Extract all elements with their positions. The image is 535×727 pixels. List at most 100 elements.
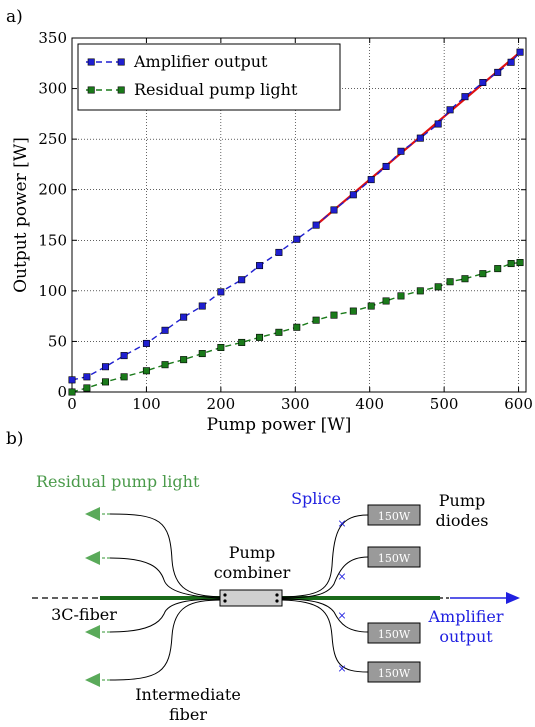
- pump-diode-1-label: 150W: [378, 510, 411, 523]
- chart-legend: Amplifier output Residual pump light: [77, 43, 341, 111]
- residual-pump-light-point: [479, 270, 487, 278]
- intermediate-fiber-3: [109, 598, 223, 633]
- amplifier-output-point: [101, 363, 109, 371]
- residual-pump-light-point: [101, 378, 109, 386]
- amplifier-output-point: [461, 93, 469, 101]
- residual-arrow-3: [85, 625, 110, 639]
- line-chart: 0 100 200 300 400 500 600 0 50 100 150 200 250 300 350…: [11, 29, 533, 435]
- x-tick-label: 600: [504, 395, 533, 413]
- pump-diodes-label-line2: diodes: [436, 511, 489, 530]
- intermediate-fiber-4: [109, 599, 223, 681]
- amplifier-output-point: [161, 326, 169, 334]
- amplifier-output-point: [256, 262, 264, 270]
- pump-diode-4-label: 150W: [378, 667, 411, 680]
- residual-pump-light-point: [217, 343, 225, 351]
- series-layer: [68, 48, 524, 396]
- pump-fiber-2: [281, 556, 369, 599]
- pump-diode-4: 150W: [367, 661, 421, 683]
- pump-combiner-label-line2: combiner: [214, 563, 291, 582]
- residual-pump-light-point: [397, 292, 405, 300]
- y-axis-label: Output power [W]: [11, 137, 31, 293]
- residual-pump-light-point: [180, 356, 188, 364]
- pump-diode-3-label: 150W: [378, 628, 411, 641]
- panel-b-label: b): [6, 429, 24, 449]
- x-axis-label: Pump power [W]: [207, 415, 352, 435]
- splice-marker-2: ×: [337, 570, 346, 583]
- amplifier-output-point: [397, 147, 405, 155]
- intermediate-fiber-1: [109, 513, 223, 598]
- amplifier-output-point: [198, 302, 206, 310]
- residual-arrow-2: [85, 551, 110, 565]
- residual-pump-light-point: [68, 388, 76, 396]
- residual-pump-light-point: [120, 373, 128, 381]
- pump-fiber-4: [281, 599, 369, 673]
- plot-frame: [71, 37, 527, 393]
- x-tick-label: 0: [67, 395, 77, 413]
- amplifier-output-point: [367, 176, 375, 184]
- axis-ticks: 0 100 200 300 400 500 600 0 50 100 150 200 250 300 350: [38, 29, 533, 413]
- pump-combiner: [219, 589, 283, 607]
- y-tick-label: 100: [38, 282, 67, 300]
- amplifier-output-point: [293, 235, 301, 243]
- residual-pump-light-point: [382, 297, 390, 305]
- pump-diodes-label-line1: Pump: [439, 491, 485, 510]
- amplifier-output-point: [180, 313, 188, 321]
- residual-pump-light-point: [198, 350, 206, 358]
- pump-fiber-3: [281, 598, 369, 633]
- residual-pump-light-point: [434, 283, 442, 291]
- residual-pump-light-point: [446, 278, 454, 286]
- amplifier-output-point: [83, 373, 91, 381]
- residual-pump-light-point: [516, 259, 524, 267]
- y-tick-label: 300: [38, 80, 67, 98]
- amplifier-output-point: [217, 288, 225, 296]
- y-tick-label: 150: [38, 231, 67, 249]
- amplifier-output-point: [142, 339, 150, 347]
- y-tick-label: 250: [38, 130, 67, 148]
- amplifier-output-point: [516, 48, 524, 56]
- residual-pump-light-label: Residual pump light: [36, 472, 200, 491]
- x-tick-label: 100: [132, 395, 161, 413]
- amplifier-output-point: [349, 191, 357, 199]
- amplifier-output-point: [494, 68, 502, 76]
- legend-marker-residual-pump-light: [87, 86, 95, 94]
- 3c-fiber-label: 3C-fiber: [51, 605, 117, 624]
- legend-marker-end-residual-pump-light: [117, 86, 125, 94]
- amplifier-output-point: [312, 221, 320, 229]
- fiber-amplifier-diagram: Residual pump light: [32, 472, 520, 724]
- amplifier-output-point: [330, 206, 338, 214]
- splice-marker-4: ×: [337, 662, 346, 675]
- x-tick-label: 300: [281, 395, 310, 413]
- amplifier-output-point: [382, 162, 390, 170]
- residual-pump-light-point: [330, 311, 338, 319]
- amplifier-output-point: [416, 134, 424, 142]
- y-tick-label: 0: [57, 383, 67, 401]
- pump-combiner-label-line1: Pump: [229, 543, 275, 562]
- pump-fiber-1: [281, 514, 369, 598]
- y-tick-label: 350: [38, 29, 67, 47]
- residual-pump-light-point: [238, 338, 246, 346]
- amplifier-output-point: [68, 376, 76, 384]
- intermediate-fiber-label-line1: Intermediate: [135, 685, 241, 704]
- residual-pump-light-point: [161, 361, 169, 369]
- amplifier-output-arrowhead: [506, 592, 520, 604]
- residual-pump-light-point: [83, 384, 91, 392]
- pump-diode-2: 150W: [367, 546, 421, 568]
- amplifier-output-point: [275, 248, 283, 256]
- residual-pump-light-point: [312, 316, 320, 324]
- residual-pump-light-point: [507, 260, 515, 268]
- residual-pump-light-point: [275, 328, 283, 336]
- amplifier-output-point: [446, 106, 454, 114]
- pump-diode-3: 150W: [367, 622, 421, 644]
- intermediate-fiber-2: [109, 557, 223, 599]
- legend-label-amplifier-output: Amplifier output: [133, 52, 268, 71]
- residual-pump-light-point: [349, 307, 357, 315]
- amplifier-output-point: [434, 120, 442, 128]
- pump-diode-2-label: 150W: [378, 552, 411, 565]
- amplifier-output-point: [507, 58, 515, 66]
- amplifier-output-label-line1: Amplifier: [428, 607, 504, 626]
- residual-pump-light-point: [293, 323, 301, 331]
- x-tick-label: 400: [355, 395, 384, 413]
- pump-diode-1: 150W: [367, 504, 421, 526]
- residual-arrow-4: [85, 673, 110, 687]
